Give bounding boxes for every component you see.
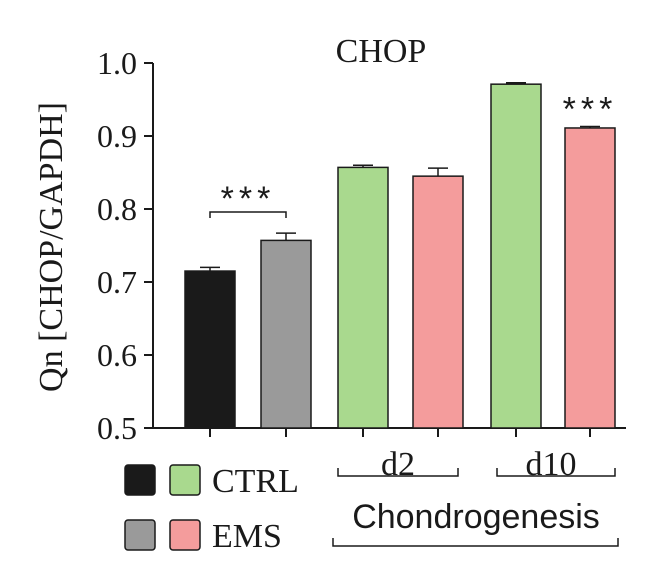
group-label: d2 <box>381 446 415 483</box>
supergroup-bracket <box>332 538 619 547</box>
y-tick-label: 0.6 <box>97 337 137 373</box>
y-tick-label: 1.0 <box>97 45 137 81</box>
significance-label: *** <box>563 91 618 129</box>
bar <box>490 83 542 429</box>
bar <box>337 166 389 429</box>
plot-area: 0.5 0.6 0.7 0.8 0.9 1.0 *** *** d2 d10 Chondrogene… <box>97 45 626 555</box>
bar <box>184 270 236 429</box>
legend-swatch <box>124 519 156 551</box>
y-tick-label: 0.7 <box>97 264 137 300</box>
bar <box>412 175 464 429</box>
y-axis-label: Qn [CHOP/GAPDH] <box>33 102 70 392</box>
significance-label: *** <box>221 180 276 218</box>
y-tick-label: 0.9 <box>97 118 137 154</box>
bar <box>564 127 616 429</box>
legend-swatch <box>169 464 201 496</box>
chart-title: CHOP <box>336 33 427 70</box>
group-bracket <box>337 468 459 477</box>
legend-label: CTRL <box>212 463 299 500</box>
bar <box>260 239 312 429</box>
legend-label: EMS <box>212 518 282 555</box>
legend-swatch <box>169 519 201 551</box>
supergroup-label: Chondrogenesis <box>352 498 600 536</box>
legend-swatch <box>124 464 156 496</box>
significance-bracket <box>209 211 287 218</box>
group-bracket <box>496 468 616 477</box>
group-label: d10 <box>526 446 577 483</box>
y-tick-label: 0.5 <box>97 410 137 446</box>
y-tick-label: 0.8 <box>97 191 137 227</box>
